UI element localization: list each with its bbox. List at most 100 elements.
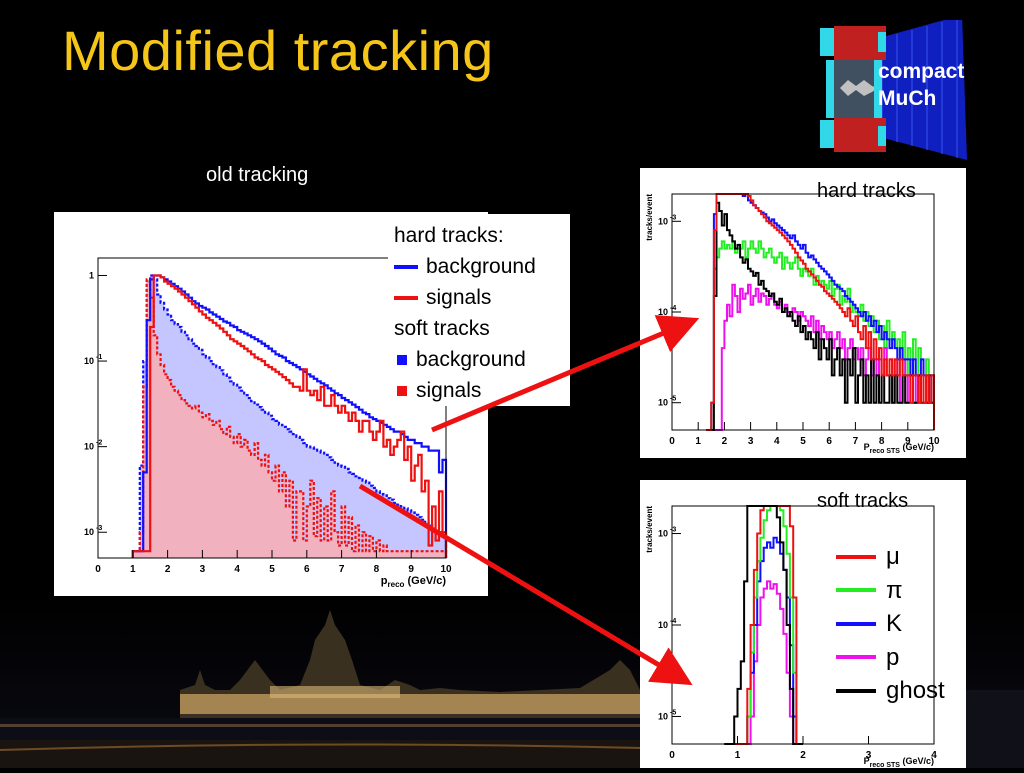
series-fill-soft_signals [132,279,447,558]
series-line-hard_background [131,274,448,558]
legend-soft-signals-text: signals [416,379,482,402]
x-axis-label-sub: reco STS [870,762,901,768]
x-axis-label-sub: reco [388,580,405,589]
y-tick-label: 10 [658,529,668,539]
legend-title-soft-text: soft tracks [394,317,490,340]
y-tick-label: 10 [84,527,94,537]
legend-ghost: ghost [836,674,945,708]
logo-text: compact MuCh [878,58,964,112]
main-legend: hard tracks: background signals soft tra… [388,214,570,406]
legend-swatch-red-box [397,385,407,396]
legend-swatch-p [836,655,876,660]
x-tick-label: 2 [800,750,806,761]
x-tick-label: 3 [866,750,872,761]
y-tick-label: 1 [89,270,94,280]
legend-title-hard-text: hard tracks: [394,224,504,247]
x-tick-label: 6 [826,436,832,447]
much-detector-logo [820,20,967,160]
legend-swatch-pi [836,588,876,593]
legend-ghost-text: ghost [886,677,945,704]
legend-p: p [836,641,945,675]
x-axis-label: Preco STS (GeV/c) [864,442,934,455]
y-tick-label: 10 [658,398,668,408]
x-tick-label: 9 [408,564,414,575]
legend-soft-background-text: background [416,348,526,371]
soft-tracks-chart-panel: 0 1 2 3 4 10 -3 10 -4 10 -5 Preco STS (GeV/c) tracks… [640,480,966,769]
legend-swatch-ghost [836,688,876,693]
y-tick-exponent: -1 [96,354,102,361]
legend-title-soft: soft tracks [394,313,560,344]
legend-hard-signals-text: signals [426,286,492,309]
y-tick-exponent: -2 [96,440,102,447]
series-line-soft_signals [131,278,448,558]
y-tick-exponent: -3 [96,525,102,532]
legend-mu: μ [836,540,945,574]
y-tick-exponent: -4 [670,618,676,625]
series-line-p [724,580,803,745]
x-tick-label: 5 [800,436,806,447]
x-tick-label: 0 [669,436,675,447]
x-tick-label: 2 [165,564,171,575]
x-tick-label: 1 [735,750,741,761]
x-tick-label: 6 [304,564,310,575]
x-axis-label-unit: (GeV/c) [404,575,446,587]
caption-hard-tracks: hard tracks [817,180,916,202]
legend-hard-background-text: background [426,255,536,278]
legend-pi-text: π [886,576,903,604]
legend-K-text: K [886,610,903,637]
x-axis-label: Preco STS (GeV/c) [864,756,934,768]
legend-swatch-K [836,621,876,626]
series-line-ghost [724,505,803,745]
y-tick-exponent: -5 [670,709,676,716]
x-axis-label-unit: (GeV/c) [900,756,934,766]
x-tick-label: 1 [130,564,136,575]
y-tick-label: 10 [658,620,668,630]
legend-swatch-mu [836,554,876,559]
legend-hard-background: background [394,251,560,282]
legend-p-text: p [886,643,900,671]
logo-line2: MuCh [878,87,937,110]
legend-K: K [836,607,945,641]
series-line-pi [724,505,803,745]
x-axis-label-unit: (GeV/c) [900,442,934,452]
series-line-K [724,536,803,745]
x-tick-label: 4 [774,436,780,447]
legend-mu-text: μ [886,543,900,570]
x-tick-label: 8 [879,436,885,447]
y-axis-label: tracks/event [645,194,654,241]
caption-soft-tracks: soft tracks [817,490,909,512]
x-tick-label: 0 [669,750,675,761]
x-tick-label: 0 [95,564,101,575]
y-axis-label: tracks/event [645,506,654,553]
legend-swatch-blue-box [397,354,407,365]
logo-line1: compact [878,60,965,83]
legend-hard-signals: signals [394,282,560,313]
legend-pi: π [836,574,945,608]
y-tick-label: 10 [84,442,94,452]
caption-old-tracking: old tracking [206,164,309,186]
x-tick-label: 10 [440,564,452,575]
slide-title: Modified tracking [62,19,494,82]
series-line-mu [724,505,803,745]
x-tick-label: 4 [931,750,937,761]
x-axis-label-sub: reco STS [870,448,901,455]
x-tick-label: 10 [928,436,940,447]
y-tick-label: 10 [658,216,668,226]
x-tick-label: 7 [339,564,345,575]
y-tick-label: 10 [658,307,668,317]
hard-tracks-chart-panel: 0 1 2 3 4 5 6 7 8 9 10 10 -3 10 -4 10 -5 Preco STS (GeV/c… [640,168,966,458]
particle-legend: μ π K p ghost [836,540,945,708]
legend-soft-background: background [394,344,560,375]
legend-title-hard: hard tracks: [394,220,560,251]
y-tick-exponent: -3 [670,527,676,534]
x-tick-label: 7 [853,436,859,447]
x-axis-label: preco (GeV/c) [381,575,447,589]
legend-soft-signals: signals [394,375,560,406]
series-line-ghost [706,201,935,431]
y-tick-label: 10 [658,711,668,721]
x-tick-label: 2 [722,436,728,447]
x-tick-label: 5 [269,564,275,575]
x-axis-label-main: P [864,756,870,766]
x-tick-label: 8 [374,564,380,575]
